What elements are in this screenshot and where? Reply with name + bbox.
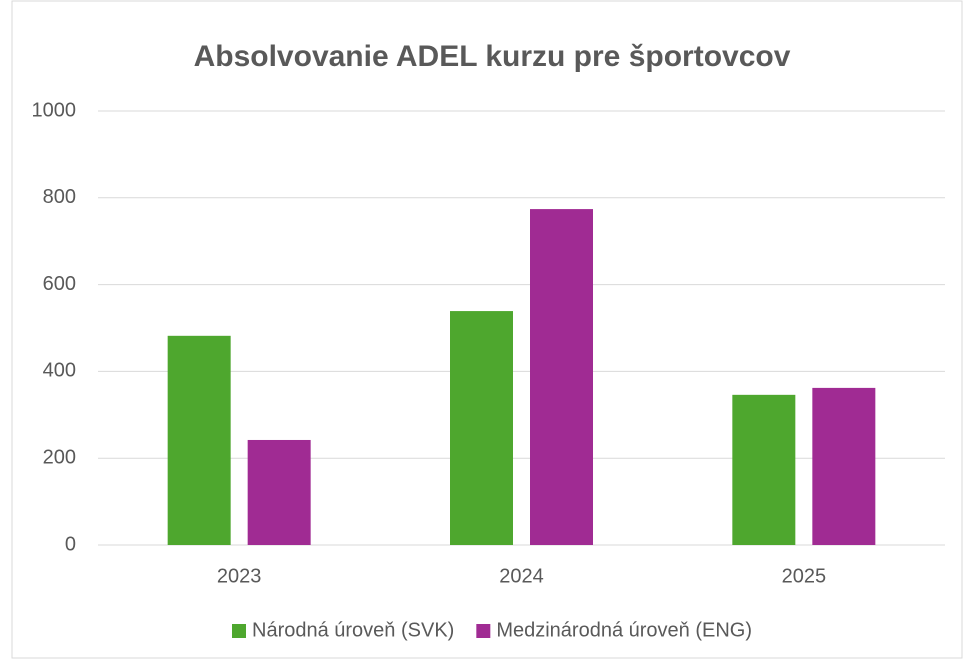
y-tick-label: 800: [43, 186, 76, 208]
bar: [167, 335, 231, 545]
legend-swatch: [476, 624, 491, 638]
bar: [530, 209, 593, 546]
bar: [732, 394, 796, 545]
x-tick-label: 2023: [217, 565, 262, 587]
y-tick-label: 1000: [32, 99, 77, 121]
chart-title: Absolvovanie ADEL kurzu pre športovcov: [194, 40, 791, 73]
x-tick-label: 2025: [782, 565, 827, 587]
y-tick-label: 200: [43, 446, 76, 468]
y-tick-label: 400: [43, 360, 76, 382]
legend-swatch: [232, 624, 247, 638]
x-tick-label: 2024: [499, 565, 544, 587]
bar: [450, 311, 513, 545]
bar: [247, 439, 311, 545]
y-tick-label: 600: [43, 273, 76, 295]
bar: [812, 387, 876, 545]
y-tick-label: 0: [65, 533, 76, 555]
legend-label: Národná úroveň (SVK): [252, 619, 454, 641]
legend-label: Medzinárodná úroveň (ENG): [496, 619, 752, 641]
